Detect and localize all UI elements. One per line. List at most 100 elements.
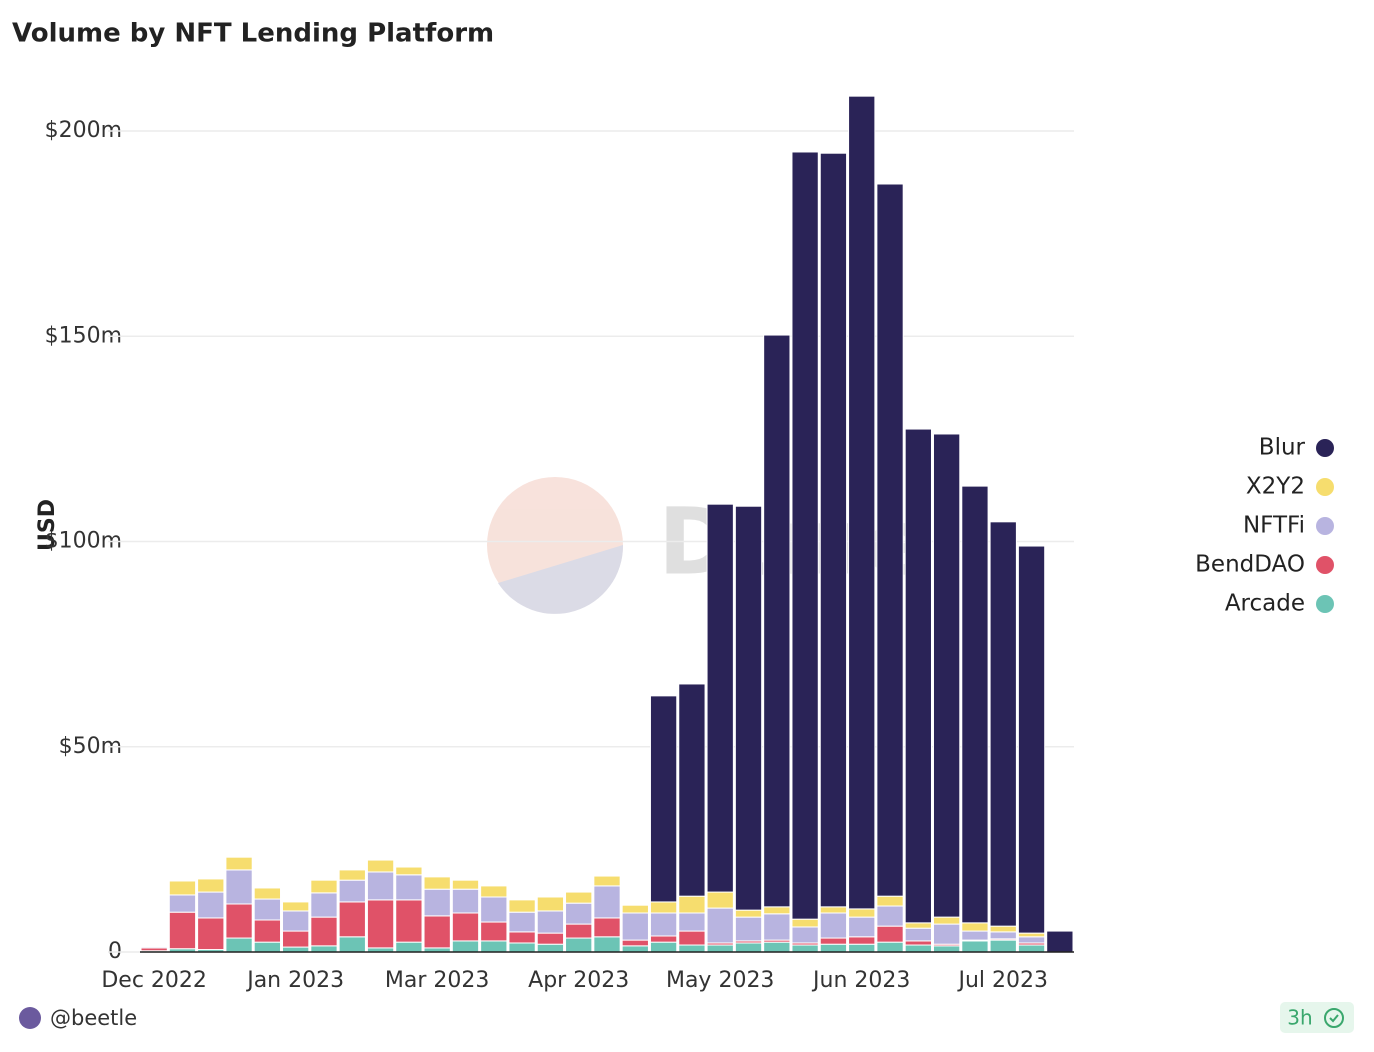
legend-swatch [1316, 556, 1334, 574]
bar-segment [253, 887, 282, 900]
legend-label: X2Y2 [1246, 474, 1305, 500]
x-tick-label: Jan 2023 [245, 968, 344, 993]
bar-segment [168, 911, 197, 950]
bar-segment [253, 919, 282, 943]
bar-segment [593, 885, 621, 919]
bar-segment [395, 866, 423, 876]
bar-segment [338, 869, 366, 881]
bar-segment [932, 923, 961, 945]
bar-segment [932, 945, 961, 953]
bar-segment [621, 939, 649, 947]
bar-segment [819, 943, 848, 953]
bar-segment [395, 899, 423, 943]
legend-label: BendDAO [1195, 552, 1305, 578]
bar-segment [876, 895, 904, 907]
bar-segment [310, 916, 338, 947]
bar-segment [819, 906, 848, 914]
bar-segment [706, 891, 734, 909]
bar-segment [819, 912, 848, 939]
bar-segment [508, 911, 536, 933]
bar-segment [451, 940, 480, 953]
bar-segment [508, 931, 536, 944]
bar-segment [282, 910, 310, 932]
bar-segment [451, 888, 480, 914]
bar-segment [904, 927, 932, 942]
watermark-logo-part [498, 545, 624, 614]
bar-segment [904, 940, 932, 946]
bar-segment [649, 935, 678, 943]
bar-segment [678, 895, 706, 914]
bar-segment [763, 906, 791, 915]
x-tick-label: May 2023 [666, 968, 774, 993]
bar-segment [508, 899, 536, 913]
bar-segment [734, 916, 763, 942]
bar-segment [904, 922, 932, 929]
bar-segment [338, 879, 366, 903]
bar-segment [706, 907, 734, 944]
bar-segment [961, 940, 989, 953]
bar-segment [961, 922, 989, 932]
bar-segment [565, 891, 593, 904]
x-tick-label: Apr 2023 [528, 968, 629, 993]
bar-segment [791, 151, 819, 920]
bar-segment [593, 917, 621, 938]
bar-segment [1046, 930, 1074, 953]
bar-segment [225, 856, 253, 871]
bar-segment [310, 945, 338, 953]
bar-segment [791, 944, 819, 953]
bar-segment [593, 875, 621, 887]
bar-segment [989, 931, 1017, 940]
bar-segment [1017, 932, 1046, 938]
bar-segment [961, 930, 989, 941]
bar-segment [282, 901, 310, 912]
bar-segment [395, 941, 423, 953]
bar-segment [734, 505, 763, 911]
bar-segment [565, 937, 593, 953]
bar-segment [395, 874, 423, 901]
bar-segment [423, 915, 451, 949]
bar-segment [848, 943, 876, 953]
chart-title: Volume by NFT Lending Platform [12, 19, 494, 49]
bar-segment [678, 944, 706, 953]
bar-segment [876, 925, 904, 943]
bar-segment [848, 936, 876, 945]
legend-swatch [1316, 595, 1334, 613]
legend-swatch [1316, 478, 1334, 496]
bar-segment [480, 896, 508, 923]
legend-label: Arcade [1225, 591, 1305, 617]
legend-swatch [1316, 439, 1334, 457]
bar-segment [310, 879, 338, 894]
bar-segment [168, 880, 197, 896]
updated-time: 3h [1287, 1006, 1312, 1030]
verified-icon [1324, 1008, 1344, 1028]
bar-segment [1017, 944, 1046, 953]
bar-segment [763, 913, 791, 941]
bar-segment [225, 869, 253, 905]
bar-segment [621, 912, 649, 941]
bar-segment [225, 903, 253, 939]
author: @beetle [50, 1006, 137, 1030]
bar-segment [989, 939, 1017, 953]
x-tick-label: Jul 2023 [956, 968, 1048, 993]
bar-segment [848, 95, 876, 910]
bar-segment [876, 941, 904, 953]
bar-segment [1017, 545, 1046, 934]
bar-segment [961, 485, 989, 924]
bar-segment [197, 878, 225, 893]
bar-segment [480, 940, 508, 953]
bar-segment [536, 910, 565, 934]
bar-segment [140, 945, 168, 948]
legend-label: NFTFi [1243, 513, 1305, 539]
bar-segment [253, 898, 282, 921]
bar-segment [451, 912, 480, 942]
bar-segment [706, 503, 734, 893]
legend-swatch [1316, 517, 1334, 535]
x-tick-label: Dec 2022 [101, 968, 207, 993]
bar-segment [932, 433, 961, 918]
bar-segment [734, 942, 763, 953]
bar-segment [791, 926, 819, 944]
bar-segment [706, 944, 734, 953]
bar-segment [989, 521, 1017, 927]
bar-segment [876, 905, 904, 927]
bar-segment [168, 894, 197, 913]
